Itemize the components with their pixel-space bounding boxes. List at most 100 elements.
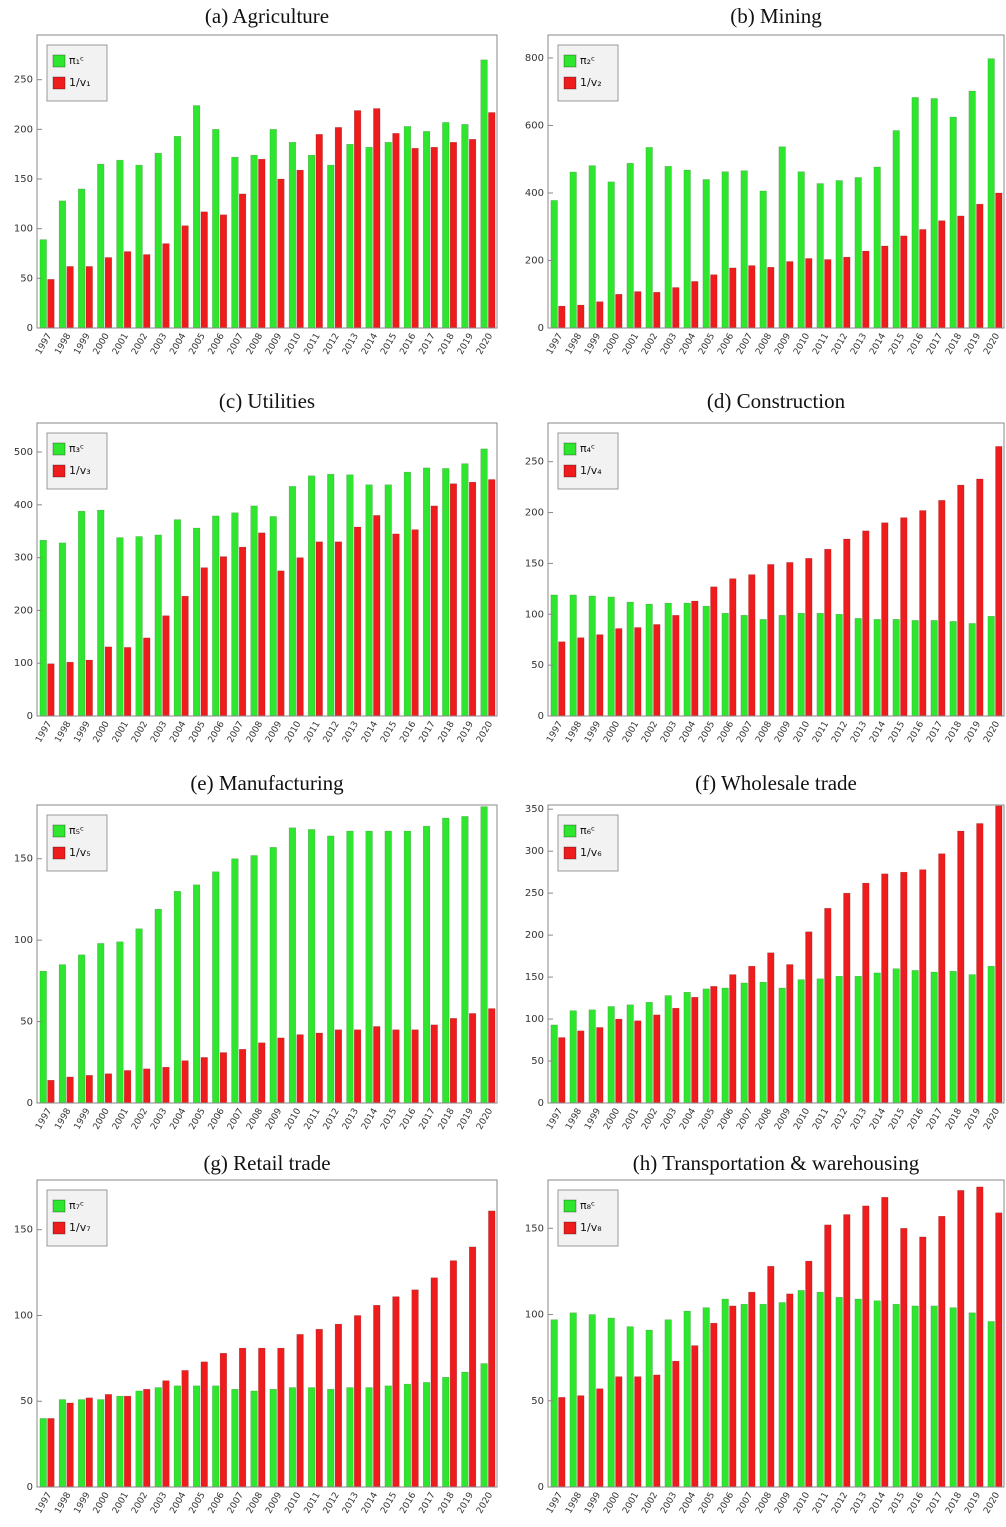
bar — [85, 1397, 93, 1488]
bar — [900, 871, 908, 1104]
y-tick-label: 50 — [20, 1396, 33, 1407]
x-tick-label: 2020 — [982, 1107, 1002, 1132]
bar — [78, 954, 86, 1104]
bar — [797, 1290, 805, 1488]
bar — [645, 1329, 653, 1488]
y-tick-label: 100 — [525, 1310, 544, 1321]
x-tick-label: 2011 — [303, 1107, 323, 1132]
bar — [786, 562, 794, 717]
y-tick-label: 350 — [525, 804, 544, 815]
bar — [550, 1319, 558, 1488]
x-tick-label: 1997 — [545, 720, 565, 745]
x-tick-label: 2017 — [925, 720, 945, 745]
chart-title: (g) Retail trade — [203, 1151, 330, 1175]
bar — [664, 1319, 672, 1488]
bar — [250, 1390, 258, 1488]
x-tick-label: 2014 — [868, 1491, 888, 1516]
x-tick-label: 2019 — [963, 1491, 983, 1516]
x-tick-label: 2015 — [887, 1107, 907, 1132]
bar — [957, 215, 965, 329]
bar — [449, 1018, 458, 1104]
legend-box — [46, 44, 108, 102]
x-tick-label: 2006 — [716, 1107, 736, 1132]
bar — [315, 541, 323, 717]
bar — [653, 1374, 661, 1488]
bar — [346, 474, 354, 717]
bar — [411, 1289, 419, 1488]
legend-label: 1/v₃ — [69, 464, 91, 477]
plot-frame — [547, 34, 1005, 329]
x-tick-label: 2003 — [149, 332, 169, 357]
x-tick-label: 1999 — [583, 1491, 603, 1516]
bar — [645, 603, 653, 717]
bar — [124, 251, 132, 329]
bar — [862, 250, 870, 329]
bar — [384, 1385, 392, 1488]
x-tick-label: 2020 — [982, 1491, 1002, 1516]
bar — [277, 570, 285, 717]
bar — [212, 871, 220, 1104]
bar — [691, 996, 699, 1104]
bar — [949, 621, 957, 717]
bar — [843, 1214, 851, 1488]
plot-frame — [36, 422, 498, 717]
bar — [277, 1347, 285, 1488]
bar — [797, 979, 805, 1104]
bar — [786, 261, 794, 329]
x-tick-label: 2016 — [398, 720, 418, 745]
bar — [423, 131, 431, 329]
legend-swatch — [52, 824, 66, 838]
y-tick-label: 0 — [538, 711, 544, 722]
bar — [558, 1037, 566, 1104]
x-tick-label: 2005 — [188, 720, 208, 745]
bar — [786, 964, 794, 1104]
legend-swatch — [52, 54, 66, 68]
bar — [219, 1352, 227, 1488]
x-tick-label: 2018 — [437, 1107, 457, 1132]
bar — [47, 1418, 55, 1488]
x-tick-label: 2005 — [188, 1107, 208, 1132]
bar — [269, 847, 277, 1104]
x-tick-label: 2007 — [735, 720, 755, 745]
bar — [683, 991, 691, 1104]
bar — [277, 1037, 285, 1104]
x-tick-label: 2005 — [188, 1491, 208, 1516]
x-tick-label: 2001 — [111, 1491, 131, 1516]
x-tick-label: 2018 — [437, 332, 457, 357]
legend-label: π₆ᶜ — [580, 824, 595, 837]
bar — [461, 816, 469, 1104]
x-tick-label: 1997 — [34, 720, 54, 745]
bar — [645, 147, 653, 329]
bar — [653, 624, 661, 717]
x-tick-label: 2013 — [341, 332, 361, 357]
x-tick-label: 2009 — [773, 720, 793, 745]
bar — [835, 975, 843, 1104]
x-tick-label: 2014 — [868, 720, 888, 745]
legend-swatch — [563, 1221, 577, 1235]
y-tick-label: 50 — [531, 1396, 544, 1407]
y-tick-label: 100 — [14, 1310, 33, 1321]
x-tick-label: 2006 — [207, 332, 227, 357]
bar — [854, 975, 862, 1104]
x-tick-label: 2020 — [475, 332, 495, 357]
y-tick-label: 200 — [14, 124, 33, 135]
bar — [193, 884, 201, 1104]
x-tick-label: 2000 — [602, 720, 622, 745]
x-tick-label: 2004 — [168, 1107, 188, 1132]
bar — [327, 164, 335, 329]
x-tick-label: 2001 — [111, 720, 131, 745]
bar — [97, 1399, 105, 1488]
bar — [200, 567, 208, 717]
x-tick-label: 2017 — [925, 1107, 945, 1132]
x-tick-label: 2019 — [456, 1107, 476, 1132]
y-tick-label: 300 — [14, 553, 33, 564]
bar — [615, 1376, 623, 1488]
bar — [449, 1260, 458, 1488]
x-tick-label: 2011 — [303, 1491, 323, 1516]
bar — [135, 536, 143, 717]
x-tick-label: 2002 — [130, 1107, 150, 1132]
x-tick-label: 1999 — [583, 720, 603, 745]
bar — [373, 515, 381, 717]
bar — [181, 225, 189, 329]
